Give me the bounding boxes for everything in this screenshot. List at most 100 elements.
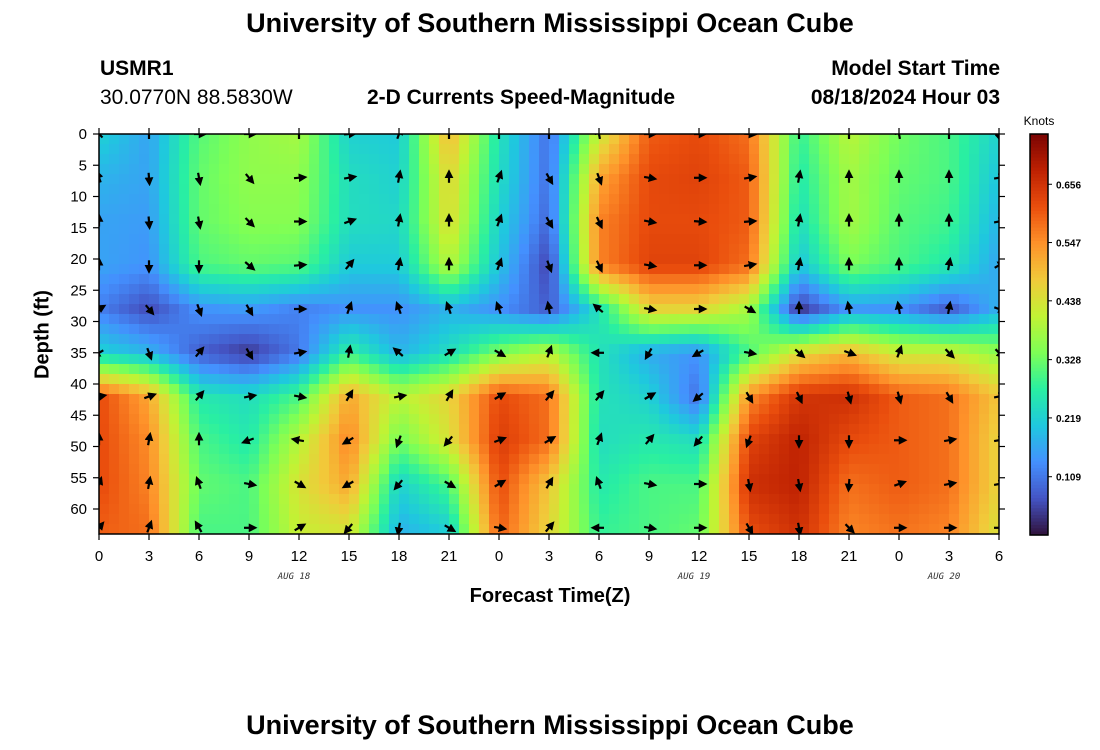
current-arrow (745, 522, 754, 534)
heatmap-cell (429, 274, 440, 285)
heatmap-cell (349, 374, 360, 385)
heatmap-cell (739, 434, 750, 445)
heatmap-cell (99, 314, 110, 325)
heatmap-cell (239, 524, 250, 534)
heatmap-cell (629, 334, 640, 345)
heatmap-cell (349, 434, 360, 445)
heatmap-cell (869, 384, 880, 395)
heatmap-cell (159, 314, 170, 325)
heatmap-cell (269, 284, 280, 295)
heatmap-cell (289, 404, 300, 415)
heatmap-cell (679, 304, 690, 315)
heatmap-cell (579, 154, 590, 165)
heatmap-cell (359, 394, 370, 405)
heatmap-cell (349, 134, 360, 145)
heatmap-cell (369, 334, 380, 345)
heatmap-cell (599, 214, 610, 225)
heatmap-cell (349, 264, 360, 275)
heatmap-cell (99, 184, 110, 195)
heatmap-cell (809, 314, 820, 325)
heatmap-cell (509, 374, 520, 385)
heatmap-cell (979, 454, 990, 465)
heatmap-cell (579, 334, 590, 345)
heatmap-cell (199, 364, 210, 375)
heatmap-cell (839, 204, 850, 215)
y-tick-label: 10 (70, 189, 87, 206)
heatmap-cell (779, 314, 790, 325)
heatmap-cell (909, 234, 920, 245)
heatmap-cell (409, 504, 420, 515)
current-arrow (244, 173, 255, 185)
heatmap-cell (519, 184, 530, 195)
heatmap-cell (99, 514, 110, 525)
heatmap-cell (719, 444, 730, 455)
heatmap-cell (909, 184, 920, 195)
heatmap-cell (189, 224, 200, 235)
heatmap-cell (219, 484, 230, 495)
heatmap-cell (99, 444, 110, 455)
heatmap-cell (789, 134, 800, 145)
y-tick-label: 0 (79, 126, 87, 143)
heatmap-cell (409, 294, 420, 305)
heatmap-cell (829, 144, 840, 155)
heatmap-cell (359, 374, 370, 385)
x-tick-label: 6 (595, 548, 603, 565)
heatmap-cell (129, 274, 140, 285)
heatmap-cell (929, 284, 940, 295)
heatmap-cell (169, 414, 180, 425)
heatmap-cell (129, 194, 140, 205)
colorbar-segment (1030, 424, 1048, 429)
heatmap-cell (519, 384, 530, 395)
heatmap-cell (809, 374, 820, 385)
heatmap-cell (579, 144, 590, 155)
heatmap-cell (769, 324, 780, 335)
heatmap-cell (159, 434, 170, 445)
heatmap-cell (439, 494, 450, 505)
heatmap-cell (889, 374, 900, 385)
colorbar-segment (1030, 521, 1048, 526)
heatmap-cell (629, 274, 640, 285)
heatmap-cell (689, 484, 700, 495)
heatmap-cell (889, 414, 900, 425)
heatmap-cell (949, 374, 960, 385)
heatmap-cell (339, 154, 350, 165)
heatmap-cell (119, 284, 130, 295)
heatmap-cell (509, 514, 520, 525)
heatmap-cell (539, 524, 550, 534)
heatmap-cell (829, 184, 840, 195)
heatmap-cell (619, 334, 630, 345)
heatmap-cell (379, 504, 390, 515)
heatmap-cell (199, 474, 210, 485)
heatmap-cell (449, 164, 460, 175)
heatmap-cell (589, 364, 600, 375)
heatmap-cell (899, 474, 910, 485)
heatmap-cell (969, 454, 980, 465)
heatmap-cell (969, 234, 980, 245)
heatmap-cell (169, 464, 180, 475)
heatmap-cell (649, 224, 660, 235)
heatmap-cell (469, 244, 480, 255)
heatmap-cell (179, 294, 190, 305)
heatmap-cell (969, 274, 980, 285)
heatmap-cell (649, 184, 660, 195)
heatmap-cell (229, 234, 240, 245)
heatmap-cell (709, 484, 720, 495)
heatmap-cell (779, 354, 790, 365)
heatmap-cell (369, 364, 380, 375)
heatmap-cell (189, 284, 200, 295)
heatmap-cell (219, 214, 230, 225)
heatmap-cell (469, 424, 480, 435)
heatmap-cell (359, 404, 370, 415)
heatmap-cell (199, 434, 210, 445)
heatmap-cell (759, 174, 770, 185)
heatmap-cell (789, 154, 800, 165)
heatmap-cell (929, 344, 940, 355)
heatmap-cell (719, 514, 730, 525)
heatmap-cell (349, 214, 360, 225)
heatmap-cell (969, 294, 980, 305)
heatmap-cell (319, 364, 330, 375)
heatmap-cell (669, 314, 680, 325)
heatmap-cell (839, 444, 850, 455)
heatmap-cell (639, 224, 650, 235)
heatmap-cell (769, 464, 780, 475)
